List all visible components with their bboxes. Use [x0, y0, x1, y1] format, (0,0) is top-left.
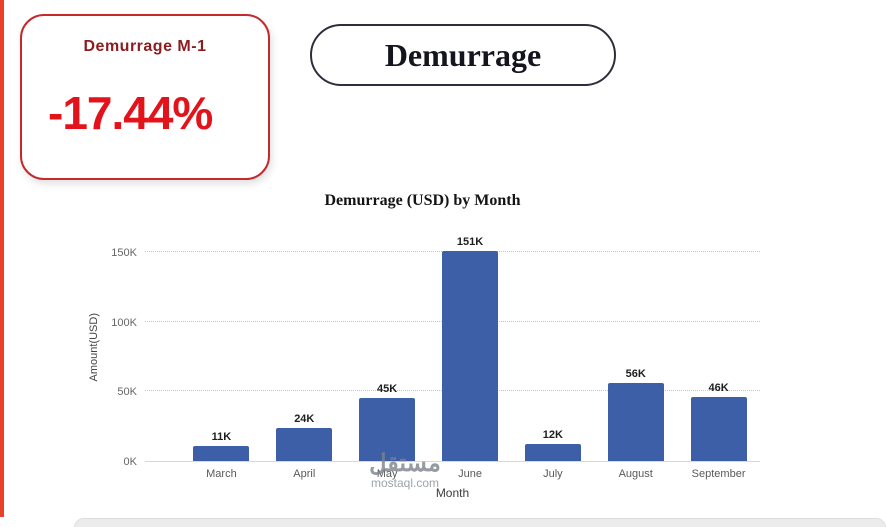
bar-value-label: 11K	[211, 431, 232, 443]
bottom-panel-edge	[74, 518, 886, 527]
bar-slot: 11K	[180, 431, 263, 461]
y-tick-label: 50K	[117, 386, 137, 399]
kpi-value: -17.44%	[48, 87, 213, 139]
y-axis-title-text: Amount(USD)	[88, 312, 100, 382]
left-accent-strip	[0, 0, 4, 517]
chart-title: Demurrage (USD) by Month	[324, 192, 521, 209]
x-tick-label: September	[691, 468, 746, 480]
kpi-card: Demurrage M-1 -17.44%	[20, 14, 270, 180]
bar-value-label: 56K	[625, 368, 646, 380]
x-tick-label: May	[376, 468, 398, 480]
bar-slot: 46K	[677, 382, 760, 461]
y-tick-label: 100K	[111, 316, 137, 329]
x-axis-title: Month	[435, 486, 470, 500]
y-axis-gutter: 0K 50K 100K 150K	[103, 232, 145, 468]
y-tick-label: 150K	[111, 247, 137, 259]
x-tick-label: July	[543, 468, 563, 480]
bar-july[interactable]	[524, 444, 581, 461]
bar-august[interactable]	[607, 383, 664, 461]
chart-body: Amount(USD) 0K 50K 100K 150K 11K 24K 45K 151K 1…	[85, 232, 760, 468]
bar-april[interactable]	[276, 428, 333, 461]
bars-row: 11K 24K 45K 151K 12K 56K 46K	[145, 232, 760, 461]
bar-september[interactable]	[690, 397, 747, 461]
bar-slot: 151K	[429, 236, 512, 461]
x-tick-label: April	[293, 468, 316, 480]
y-axis-title: Amount(USD)	[85, 232, 103, 462]
bar-value-label: 24K	[294, 413, 315, 425]
bar-june[interactable]	[442, 251, 498, 461]
bar-value-label: 12K	[542, 429, 563, 441]
bar-slot: 56K	[594, 368, 677, 461]
bar-may[interactable]	[359, 398, 416, 461]
plot-area: 11K 24K 45K 151K 12K 56K 46K	[145, 232, 760, 462]
bar-value-label: 46K	[708, 382, 729, 394]
x-tick-label: March	[206, 468, 237, 480]
bar-value-label: 151K	[456, 236, 484, 248]
x-ticks-row: March April May June July August September	[145, 468, 760, 480]
page-title-pill[interactable]: Demurrage	[310, 24, 616, 86]
page-title: Demurrage	[384, 36, 542, 73]
bar-slot: 12K	[511, 429, 594, 461]
x-tick-label: August	[618, 468, 653, 480]
y-tick-label: 0K	[123, 456, 137, 468]
bar-chart: Demurrage (USD) by Month Amount(USD) 0K 5…	[85, 192, 760, 500]
kpi-title: Demurrage M-1	[83, 38, 207, 55]
x-tick-label: June	[458, 468, 482, 480]
bar-slot: 24K	[263, 413, 346, 461]
bar-slot: 45K	[346, 383, 429, 461]
bar-march[interactable]	[193, 446, 250, 461]
bar-value-label: 45K	[377, 383, 398, 395]
